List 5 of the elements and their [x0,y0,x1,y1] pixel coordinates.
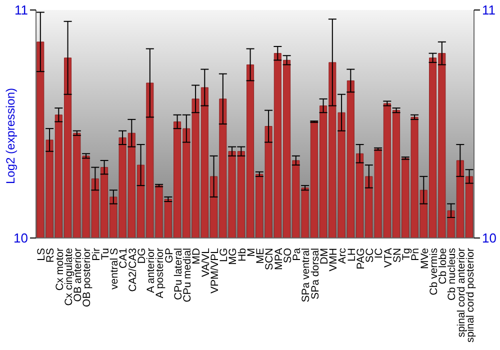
y2-tick-label: 10 [482,230,496,246]
x-tick-label: Cx cingulate [62,248,75,306]
x-tick-label: RS [44,248,57,263]
y2-tick-label: 11 [482,2,496,18]
y-axis-title: Log2 (expression) [3,88,18,184]
